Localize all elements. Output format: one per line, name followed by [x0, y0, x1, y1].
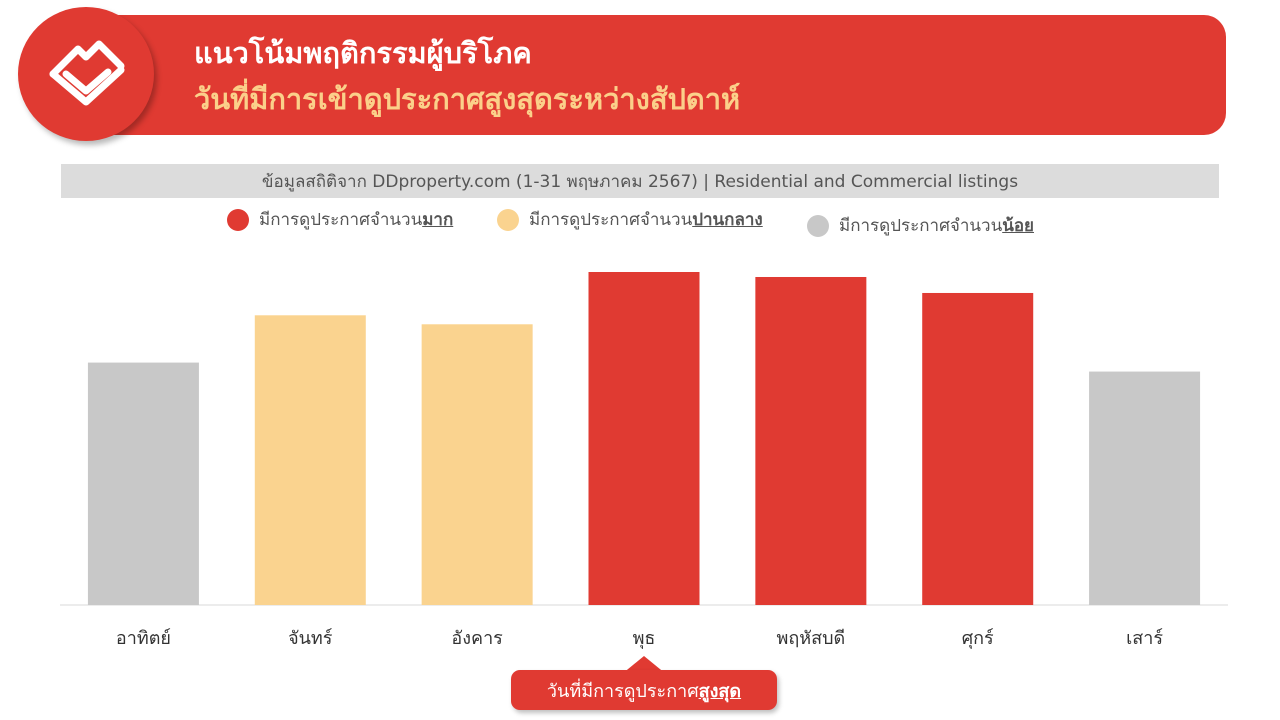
legend-emphasis-low: น้อย: [1002, 216, 1034, 236]
house-layers-icon: [49, 40, 125, 106]
x-tick-label-3: อังคาร: [451, 628, 503, 649]
legend-item-high: มีการดูประกาศจำนวน มาก: [227, 206, 453, 233]
x-tick-label-6: ศุกร์: [962, 628, 994, 649]
legend-emphasis-medium: ปานกลาง: [692, 210, 763, 230]
legend-dot-medium: [497, 208, 519, 231]
legend-dot-low: [807, 214, 829, 237]
callout-emphasis: สูงสุด: [698, 680, 742, 702]
x-tick-label-5: พฤหัสบดี: [776, 628, 845, 649]
bar-7: [1089, 371, 1201, 605]
bar-5: [755, 276, 867, 605]
source-note: ข้อมูลสถิติจาก DDproperty.com (1-31 พฤษภ…: [61, 164, 1219, 198]
legend-item-medium: มีการดูประกาศจำนวน ปานกลาง: [497, 206, 763, 233]
legend-item-low: มีการดูประกาศจำนวน น้อย: [807, 212, 1034, 239]
brand-logo: [18, 7, 154, 141]
x-tick-label-4: พุธ: [633, 628, 656, 649]
page-title: แนวโน้มพฤติกรรมผู้บริโภค: [194, 36, 532, 70]
x-tick-label-7: เสาร์: [1126, 628, 1163, 649]
bar-4: [588, 272, 700, 605]
bar-1: [87, 362, 199, 605]
callout-label: วันที่มีการดูประกาศ: [546, 680, 699, 702]
legend-label-low: มีการดูประกาศจำนวน: [839, 216, 1003, 236]
x-tick-label-1: อาทิตย์: [116, 628, 171, 649]
bar-3: [421, 324, 533, 605]
legend-emphasis-high: มาก: [422, 210, 454, 230]
bar-2: [254, 315, 366, 605]
peak-day-callout: วันที่มีการดูประกาศ สูงสุด: [511, 670, 777, 710]
legend-label-medium: มีการดูประกาศจำนวน: [529, 210, 693, 230]
legend-dot-high: [227, 208, 249, 231]
header-banner: [60, 15, 1226, 135]
bar-6: [922, 292, 1034, 605]
x-tick-label-2: จันทร์: [288, 628, 333, 649]
callout-pointer: [622, 656, 666, 674]
legend-label-high: มีการดูประกาศจำนวน: [259, 210, 423, 230]
page-subtitle: วันที่มีการเข้าดูประกาศสูงสุดระหว่างสัปด…: [194, 82, 741, 116]
